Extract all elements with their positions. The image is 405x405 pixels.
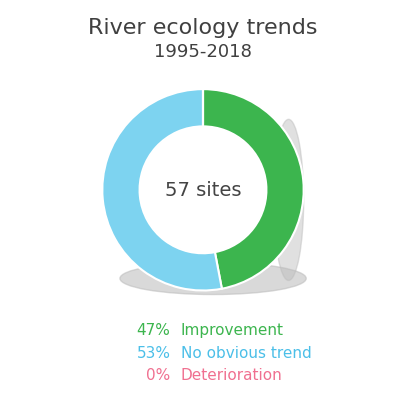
Ellipse shape <box>273 120 303 281</box>
Text: 53%: 53% <box>136 345 170 360</box>
Wedge shape <box>202 90 303 289</box>
Wedge shape <box>102 90 221 291</box>
Text: Deterioration: Deterioration <box>180 367 282 382</box>
Text: 0%: 0% <box>146 367 170 382</box>
Text: No obvious trend: No obvious trend <box>180 345 311 360</box>
Ellipse shape <box>119 263 305 295</box>
Text: 47%: 47% <box>136 323 170 337</box>
Text: 1995-2018: 1995-2018 <box>153 43 252 60</box>
Text: River ecology trends: River ecology trends <box>88 18 317 38</box>
Text: Improvement: Improvement <box>180 323 283 337</box>
Text: 57 sites: 57 sites <box>164 181 241 200</box>
